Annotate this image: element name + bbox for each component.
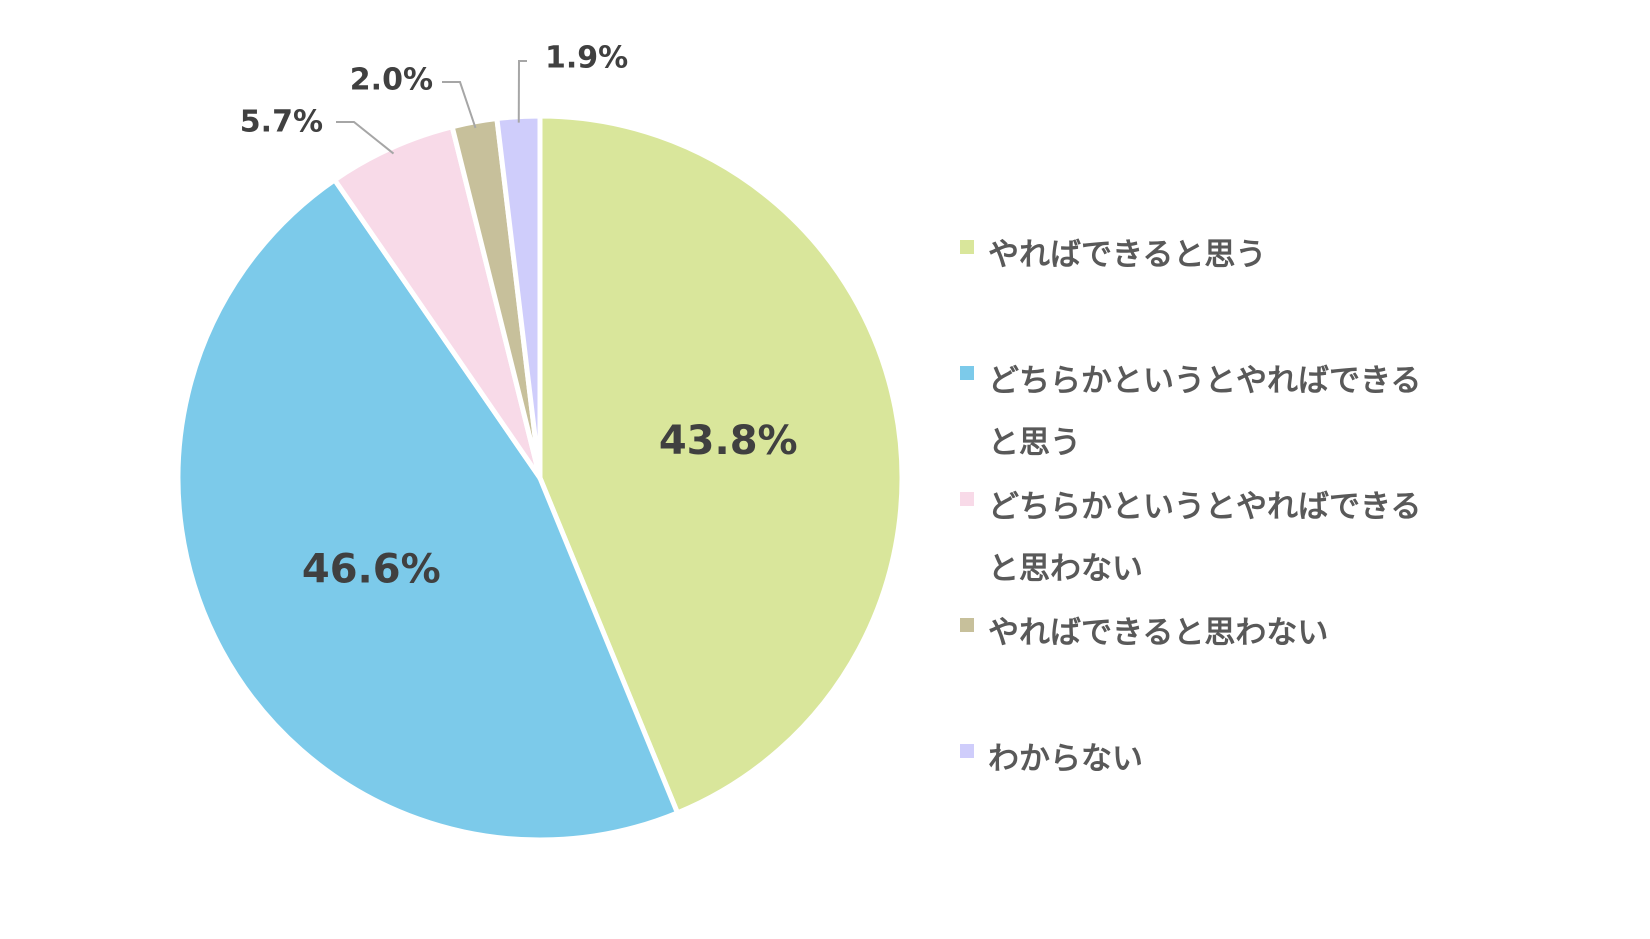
leader-line — [517, 60, 527, 123]
legend-label: どちらかというとやればできる と思わない — [988, 489, 1422, 587]
slice-data-label: 2.0% — [350, 63, 433, 98]
leader-line — [336, 121, 395, 155]
legend-item: わからない — [960, 728, 1480, 790]
pie-slice — [537, 113, 905, 816]
pie-slice — [175, 177, 680, 843]
legend-label: どちらかというとやればできる と思う — [988, 363, 1422, 461]
legend-item: やればできると思わない — [960, 602, 1480, 664]
legend-label: やればできると思う — [988, 237, 1267, 273]
legend-swatch — [960, 618, 974, 632]
legend-item: どちらかというとやればできる と思わない — [960, 476, 1480, 600]
legend-swatch — [960, 744, 974, 758]
legend-label: やればできると思わない — [988, 615, 1329, 651]
pie-slice — [332, 124, 543, 481]
slice-data-label: 46.6% — [302, 546, 441, 592]
legend-swatch — [960, 240, 974, 254]
slice-data-label: 5.7% — [240, 105, 323, 140]
legend-swatch — [960, 366, 974, 380]
leader-line — [442, 81, 477, 129]
slice-data-label: 1.9% — [545, 41, 628, 76]
legend-item: やればできると思う — [960, 224, 1480, 286]
legend-swatch — [960, 492, 974, 506]
slice-data-label: 43.8% — [659, 418, 798, 464]
chart-legend: やればできると思うどちらかというとやればできる と思う どちらかというとやればでき… — [960, 0, 1480, 939]
legend-item: どちらかというとやればできる と思う — [960, 350, 1480, 474]
legend-label: わからない — [988, 741, 1143, 777]
